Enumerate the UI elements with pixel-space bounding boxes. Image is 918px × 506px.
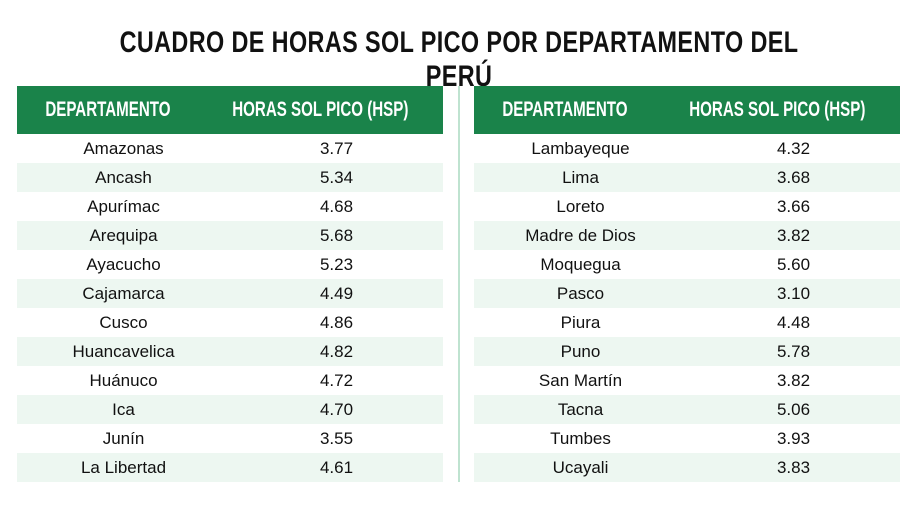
table-row: Junín 3.55	[17, 424, 443, 453]
column-header-text: DEPARTAMENTO	[502, 98, 628, 121]
department-name: Madre de Dios	[525, 225, 636, 245]
department-name: Huánuco	[89, 370, 158, 390]
column-header: DEPARTAMENTO	[17, 98, 198, 122]
hsp-value: 3.10	[776, 283, 811, 303]
hsp-value: 3.82	[776, 370, 811, 390]
department-name: Lima	[562, 167, 599, 187]
hsp-value: 4.72	[319, 370, 354, 390]
hsp-value: 3.82	[776, 225, 811, 245]
hsp-value: 4.61	[319, 457, 354, 477]
department-name: Cajamarca	[82, 283, 165, 303]
table-row: Ayacucho 5.23	[17, 250, 443, 279]
page-title-text: CUADRO DE HORAS SOL PICO POR DEPARTAMENT…	[119, 26, 799, 93]
divider	[458, 86, 460, 482]
hsp-value: 3.77	[319, 138, 354, 158]
department-name: Amazonas	[83, 138, 164, 158]
hsp-value: 5.06	[776, 399, 811, 419]
hsp-value: 4.32	[776, 138, 811, 158]
table-left: DEPARTAMENTO HORAS SOL PICO (HSP) Amazonas…	[17, 86, 443, 482]
table-row: Ica 4.70	[17, 395, 443, 424]
department-name: Loreto	[556, 196, 605, 216]
table-row: Tumbes 3.93	[474, 424, 900, 453]
department-name: Lambayeque	[531, 138, 630, 158]
table-row: Ancash 5.34	[17, 163, 443, 192]
table-row: Puno 5.78	[474, 337, 900, 366]
department-name: Tacna	[557, 399, 604, 419]
department-name: Pasco	[556, 283, 605, 303]
column-header: DEPARTAMENTO	[474, 98, 655, 122]
hsp-value: 3.83	[776, 457, 811, 477]
table-row: Apurímac 4.68	[17, 192, 443, 221]
table-right: DEPARTAMENTO HORAS SOL PICO (HSP) Lambayeq…	[474, 86, 900, 482]
department-name: Ayacucho	[86, 254, 161, 274]
hsp-value: 4.82	[319, 341, 354, 361]
department-name: Apurímac	[87, 196, 160, 216]
hsp-value: 4.48	[776, 312, 811, 332]
department-name: La Libertad	[80, 457, 167, 477]
hsp-value: 3.68	[776, 167, 811, 187]
hsp-value: 3.55	[319, 428, 354, 448]
table-row: Ucayali 3.83	[474, 453, 900, 482]
column-header-text: HORAS SOL PICO (HSP)	[232, 98, 409, 121]
table-body: Lambayeque 4.32 Lima 3.68 Loreto 3.66 Madre de…	[474, 134, 900, 482]
department-name: Huancavelica	[72, 341, 175, 361]
table-row: Madre de Dios 3.82	[474, 221, 900, 250]
department-name: Ica	[112, 399, 135, 419]
column-header-text: HORAS SOL PICO (HSP)	[689, 98, 866, 121]
hsp-value: 3.66	[776, 196, 811, 216]
department-name: Puno	[560, 341, 601, 361]
table-header: DEPARTAMENTO HORAS SOL PICO (HSP)	[17, 86, 443, 134]
table-row: Pasco 3.10	[474, 279, 900, 308]
hsp-value: 4.68	[319, 196, 354, 216]
table-row: Cajamarca 4.49	[17, 279, 443, 308]
table-row: Cusco 4.86	[17, 308, 443, 337]
table-row: La Libertad 4.61	[17, 453, 443, 482]
department-name: Moquegua	[540, 254, 621, 274]
table-row: Huánuco 4.72	[17, 366, 443, 395]
department-name: Junín	[102, 428, 145, 448]
column-header: HORAS SOL PICO (HSP)	[655, 98, 900, 122]
table-row: Amazonas 3.77	[17, 134, 443, 163]
column-header-text: DEPARTAMENTO	[45, 98, 171, 121]
table-row: Huancavelica 4.82	[17, 337, 443, 366]
table-row: Piura 4.48	[474, 308, 900, 337]
department-name: Cusco	[99, 312, 148, 332]
table-row: Moquegua 5.60	[474, 250, 900, 279]
hsp-value: 5.68	[319, 225, 354, 245]
department-name: Tumbes	[550, 428, 611, 448]
hsp-value: 4.70	[319, 399, 354, 419]
hsp-value: 5.78	[776, 341, 811, 361]
hsp-value: 4.49	[319, 283, 354, 303]
table-header: DEPARTAMENTO HORAS SOL PICO (HSP)	[474, 86, 900, 134]
department-name: Ancash	[95, 167, 152, 187]
table-row: San Martín 3.82	[474, 366, 900, 395]
table-row: Lima 3.68	[474, 163, 900, 192]
table-row: Arequipa 5.68	[17, 221, 443, 250]
hsp-value: 3.93	[776, 428, 811, 448]
table-row: Loreto 3.66	[474, 192, 900, 221]
table-row: Lambayeque 4.32	[474, 134, 900, 163]
column-header: HORAS SOL PICO (HSP)	[198, 98, 443, 122]
department-name: Piura	[560, 312, 601, 332]
department-name: Arequipa	[89, 225, 158, 245]
page-title: CUADRO DE HORAS SOL PICO POR DEPARTAMENT…	[0, 26, 918, 94]
hsp-value: 5.60	[776, 254, 811, 274]
hsp-value: 5.34	[319, 167, 354, 187]
hsp-value: 5.23	[319, 254, 354, 274]
table-row: Tacna 5.06	[474, 395, 900, 424]
department-name: Ucayali	[552, 457, 609, 477]
table-body: Amazonas 3.77 Ancash 5.34 Apurímac 4.68 Arequi…	[17, 134, 443, 482]
hsp-value: 4.86	[319, 312, 354, 332]
department-name: San Martín	[538, 370, 623, 390]
